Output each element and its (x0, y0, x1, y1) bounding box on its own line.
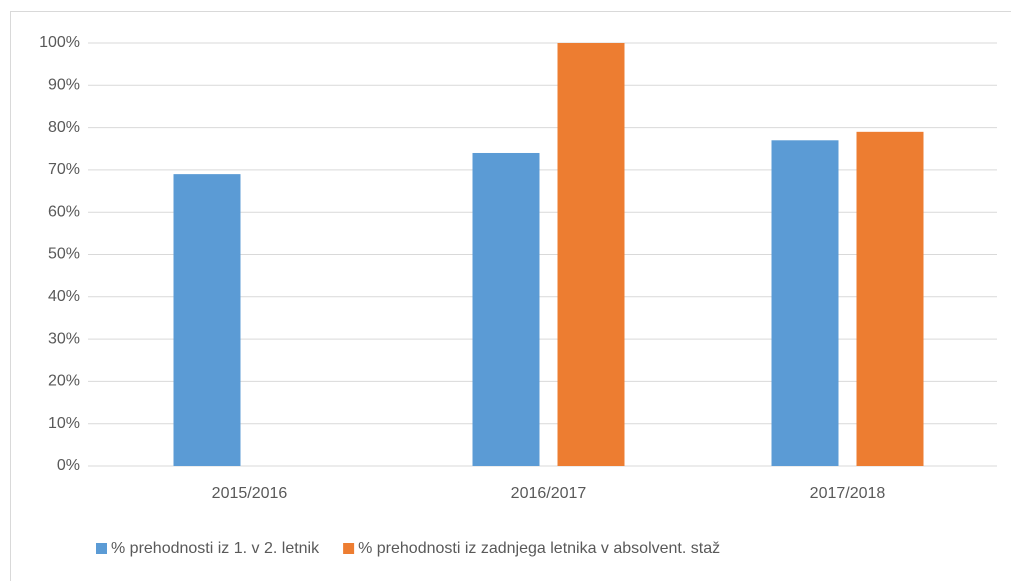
y-tick-label: 0% (57, 457, 80, 474)
x-tick-label: 2016/2017 (511, 485, 587, 502)
legend-swatch (96, 543, 107, 554)
bar (173, 174, 241, 466)
y-tick-label: 10% (48, 415, 80, 432)
y-tick-label: 100% (39, 34, 80, 51)
legend-label: % prehodnosti iz zadnjega letnika v abso… (358, 540, 720, 557)
legend-swatch (343, 543, 355, 554)
y-tick-label: 20% (48, 373, 80, 390)
bar (856, 131, 924, 466)
legend-label: % prehodnosti iz 1. v 2. letnik (111, 540, 320, 557)
chart-border (10, 11, 1011, 581)
x-tick-label: 2015/2016 (212, 485, 288, 502)
y-tick-label: 70% (48, 161, 80, 178)
y-tick-label: 60% (48, 203, 80, 220)
bar (557, 43, 625, 466)
x-tick-label: 2017/2018 (810, 485, 886, 502)
bar (771, 140, 839, 467)
y-tick-label: 30% (48, 330, 80, 347)
y-tick-label: 80% (48, 119, 80, 136)
y-tick-label: 40% (48, 288, 80, 305)
bar (472, 152, 540, 467)
y-tick-label: 90% (48, 77, 80, 94)
y-tick-label: 50% (48, 246, 80, 263)
